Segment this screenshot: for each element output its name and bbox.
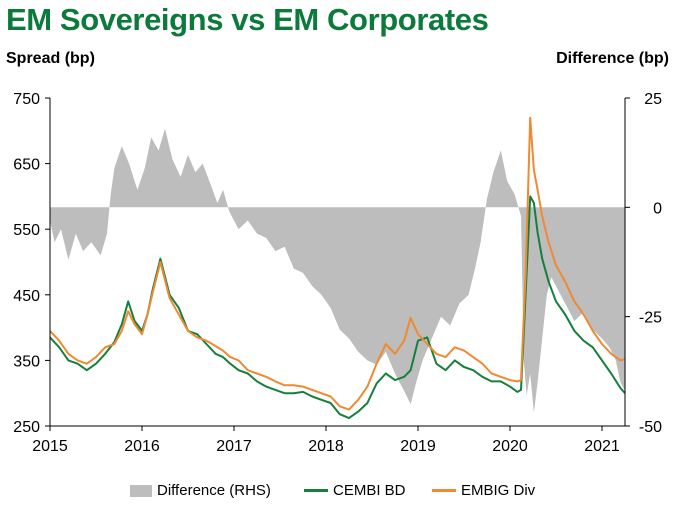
- x-tick-label: 2015: [32, 438, 68, 455]
- left-tick-label: 450: [13, 288, 40, 305]
- difference-area: [50, 128, 625, 413]
- legend-item-difference: Difference (RHS): [130, 482, 271, 499]
- x-tick-label: 2020: [492, 438, 528, 455]
- legend-label-embig: EMBIG Div: [461, 482, 536, 499]
- right-tick-label: 25: [644, 91, 662, 108]
- difference-area-layer: [50, 128, 625, 413]
- left-tick-label: 350: [13, 353, 40, 370]
- left-tick-label: 550: [13, 222, 40, 239]
- series-lines-layer: [49, 116, 626, 420]
- chart-title: EM Sovereigns vs EM Corporates: [6, 2, 489, 37]
- right-axis-title: Difference (bp): [556, 50, 669, 67]
- legend-swatch-cembi: [304, 489, 328, 492]
- left-axis-title: Spread (bp): [6, 50, 95, 67]
- x-tick-label: 2017: [216, 438, 252, 455]
- left-tick-label: 250: [13, 419, 40, 436]
- right-tick-label: -25: [639, 310, 662, 327]
- legend-item-embig: EMBIG Div: [432, 482, 535, 499]
- right-tick-label: 0: [653, 200, 662, 217]
- right-tick-label: -50: [639, 419, 662, 436]
- x-tick-label: 2018: [308, 438, 344, 455]
- x-tick-label: 2016: [124, 438, 160, 455]
- legend-label-cembi: CEMBI BD: [333, 482, 406, 499]
- legend-swatch-embig: [432, 489, 456, 492]
- embig-div-line: [49, 116, 626, 411]
- x-tick-label: 2021: [584, 438, 620, 455]
- left-tick-label: 750: [13, 91, 40, 108]
- left-tick-label: 650: [13, 157, 40, 174]
- legend-item-cembi: CEMBI BD: [304, 482, 406, 499]
- legend: Difference (RHS) CEMBI BD EMBIG Div: [0, 482, 675, 504]
- legend-label-difference: Difference (RHS): [157, 482, 271, 499]
- legend-swatch-difference: [130, 484, 152, 497]
- x-tick-label: 2019: [400, 438, 436, 455]
